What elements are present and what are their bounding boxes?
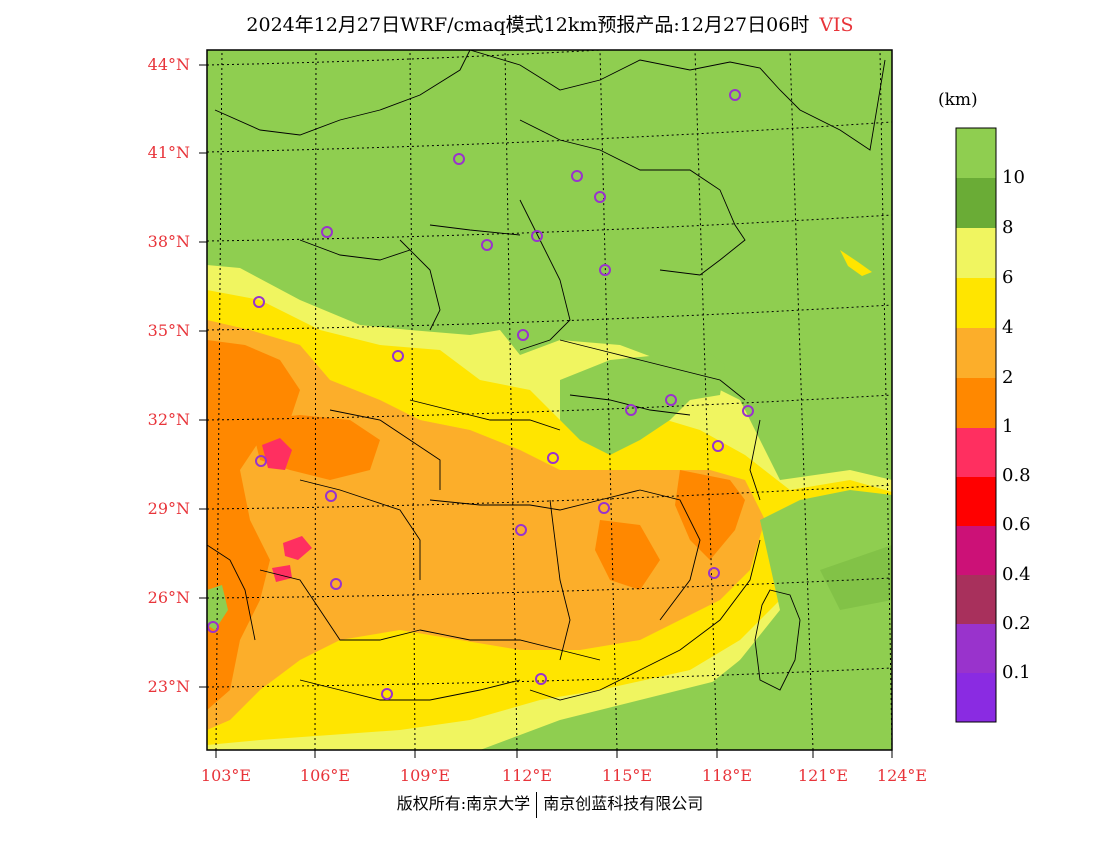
city-marker xyxy=(392,350,404,362)
vis-band-08-1-a xyxy=(262,438,292,470)
copyright-footer: 版权所有:南京大学 南京创蓝科技有限公司 xyxy=(0,790,1100,818)
colorbar-swatch xyxy=(956,128,996,178)
lon-label: 124°E xyxy=(876,766,928,785)
lat-label: 41°N xyxy=(147,143,190,162)
colorbar-swatch xyxy=(956,228,996,278)
city-marker xyxy=(517,329,529,341)
city-marker xyxy=(481,239,493,251)
lat-label: 38°N xyxy=(147,232,190,251)
axis-ticks xyxy=(199,64,893,758)
city-marker xyxy=(515,524,527,536)
colorbar-level-label: 4 xyxy=(1002,317,1014,338)
colorbar-swatch xyxy=(956,178,996,228)
colorbar-swatch xyxy=(956,378,996,428)
city-marker xyxy=(665,394,677,406)
lat-label: 29°N xyxy=(147,499,190,518)
colorbar-unit: (km) xyxy=(938,90,978,110)
city-marker xyxy=(453,153,465,165)
copyright-right: 南京创蓝科技有限公司 xyxy=(543,794,704,813)
colorbar-swatch xyxy=(956,673,996,722)
colorbar-level-label: 0.2 xyxy=(1002,613,1031,634)
colorbar-swatch xyxy=(956,526,996,575)
city-marker xyxy=(594,191,606,203)
lon-label: 109°E xyxy=(399,766,451,785)
colorbar-swatch xyxy=(956,624,996,673)
vis-band-1-2-west xyxy=(207,340,300,710)
colorbar-level-label: 8 xyxy=(1002,217,1014,238)
lat-label: 26°N xyxy=(147,588,190,607)
vis-clear-taiwan-sea xyxy=(820,545,892,610)
city-marker xyxy=(330,578,342,590)
map-frame xyxy=(206,49,893,751)
title-text: 2024年12月27日WRF/cmaq模式12km预报产品:12月27日06时 xyxy=(246,14,810,36)
city-markers xyxy=(207,89,754,700)
vis-clear-huaihe xyxy=(560,345,725,455)
city-marker xyxy=(598,502,610,514)
lat-label: 32°N xyxy=(147,410,190,429)
city-marker xyxy=(712,440,724,452)
colorbar-level-label: 6 xyxy=(1002,267,1014,288)
city-marker xyxy=(207,621,219,633)
vis-patch-bohai xyxy=(840,250,872,276)
colorbar-swatch xyxy=(956,278,996,328)
city-marker xyxy=(742,405,754,417)
colorbar-swatch xyxy=(956,477,996,526)
colorbar-level-label: 0.6 xyxy=(1002,514,1031,535)
map-title: 2024年12月27日WRF/cmaq模式12km预报产品:12月27日06时 V… xyxy=(0,10,1100,37)
city-marker xyxy=(325,490,337,502)
city-marker xyxy=(531,230,543,242)
colorbar-level-label: 0.8 xyxy=(1002,465,1031,486)
colorbar xyxy=(955,127,997,723)
city-marker xyxy=(708,567,720,579)
graticule xyxy=(207,50,892,750)
lat-label: 35°N xyxy=(147,321,190,340)
city-marker xyxy=(729,89,741,101)
colorbar-level-label: 0.4 xyxy=(1002,564,1031,585)
city-marker xyxy=(547,452,559,464)
footer-separator xyxy=(536,791,538,818)
colorbar-level-label: 10 xyxy=(1002,167,1025,188)
lon-label: 121°E xyxy=(797,766,849,785)
lat-label: 44°N xyxy=(147,55,190,74)
colorbar-frame xyxy=(955,127,997,723)
colorbar-swatch xyxy=(956,428,996,477)
vis-clear-sea xyxy=(560,490,892,750)
city-marker xyxy=(625,404,637,416)
copyright-left: 版权所有:南京大学 xyxy=(396,794,531,813)
vis-band-08-1-c xyxy=(272,565,292,582)
vis-band-1-2-south xyxy=(595,520,660,590)
city-marker xyxy=(255,455,267,467)
colorbar-swatch xyxy=(956,575,996,624)
colorbar-level-label: 0.1 xyxy=(1002,662,1031,683)
lon-label: 118°E xyxy=(701,766,753,785)
vis-patch-yunnan xyxy=(207,585,228,630)
colorbar-level-label: 2 xyxy=(1002,367,1014,388)
city-marker xyxy=(571,170,583,182)
boundary-lines xyxy=(207,50,886,701)
lon-label: 112°E xyxy=(501,766,553,785)
city-marker xyxy=(253,296,265,308)
city-marker xyxy=(535,673,547,685)
colorbar-swatch xyxy=(956,328,996,378)
city-marker xyxy=(321,226,333,238)
title-variable: VIS xyxy=(819,14,854,36)
colorbar-level-label: 1 xyxy=(1002,416,1014,437)
lon-label: 106°E xyxy=(299,766,351,785)
visibility-field xyxy=(207,250,892,750)
vis-band-08-1-b xyxy=(283,536,312,560)
lon-label: 115°E xyxy=(601,766,653,785)
lat-label: 23°N xyxy=(147,677,190,696)
city-marker xyxy=(381,688,393,700)
city-marker xyxy=(599,264,611,276)
lon-label: 103°E xyxy=(200,766,252,785)
